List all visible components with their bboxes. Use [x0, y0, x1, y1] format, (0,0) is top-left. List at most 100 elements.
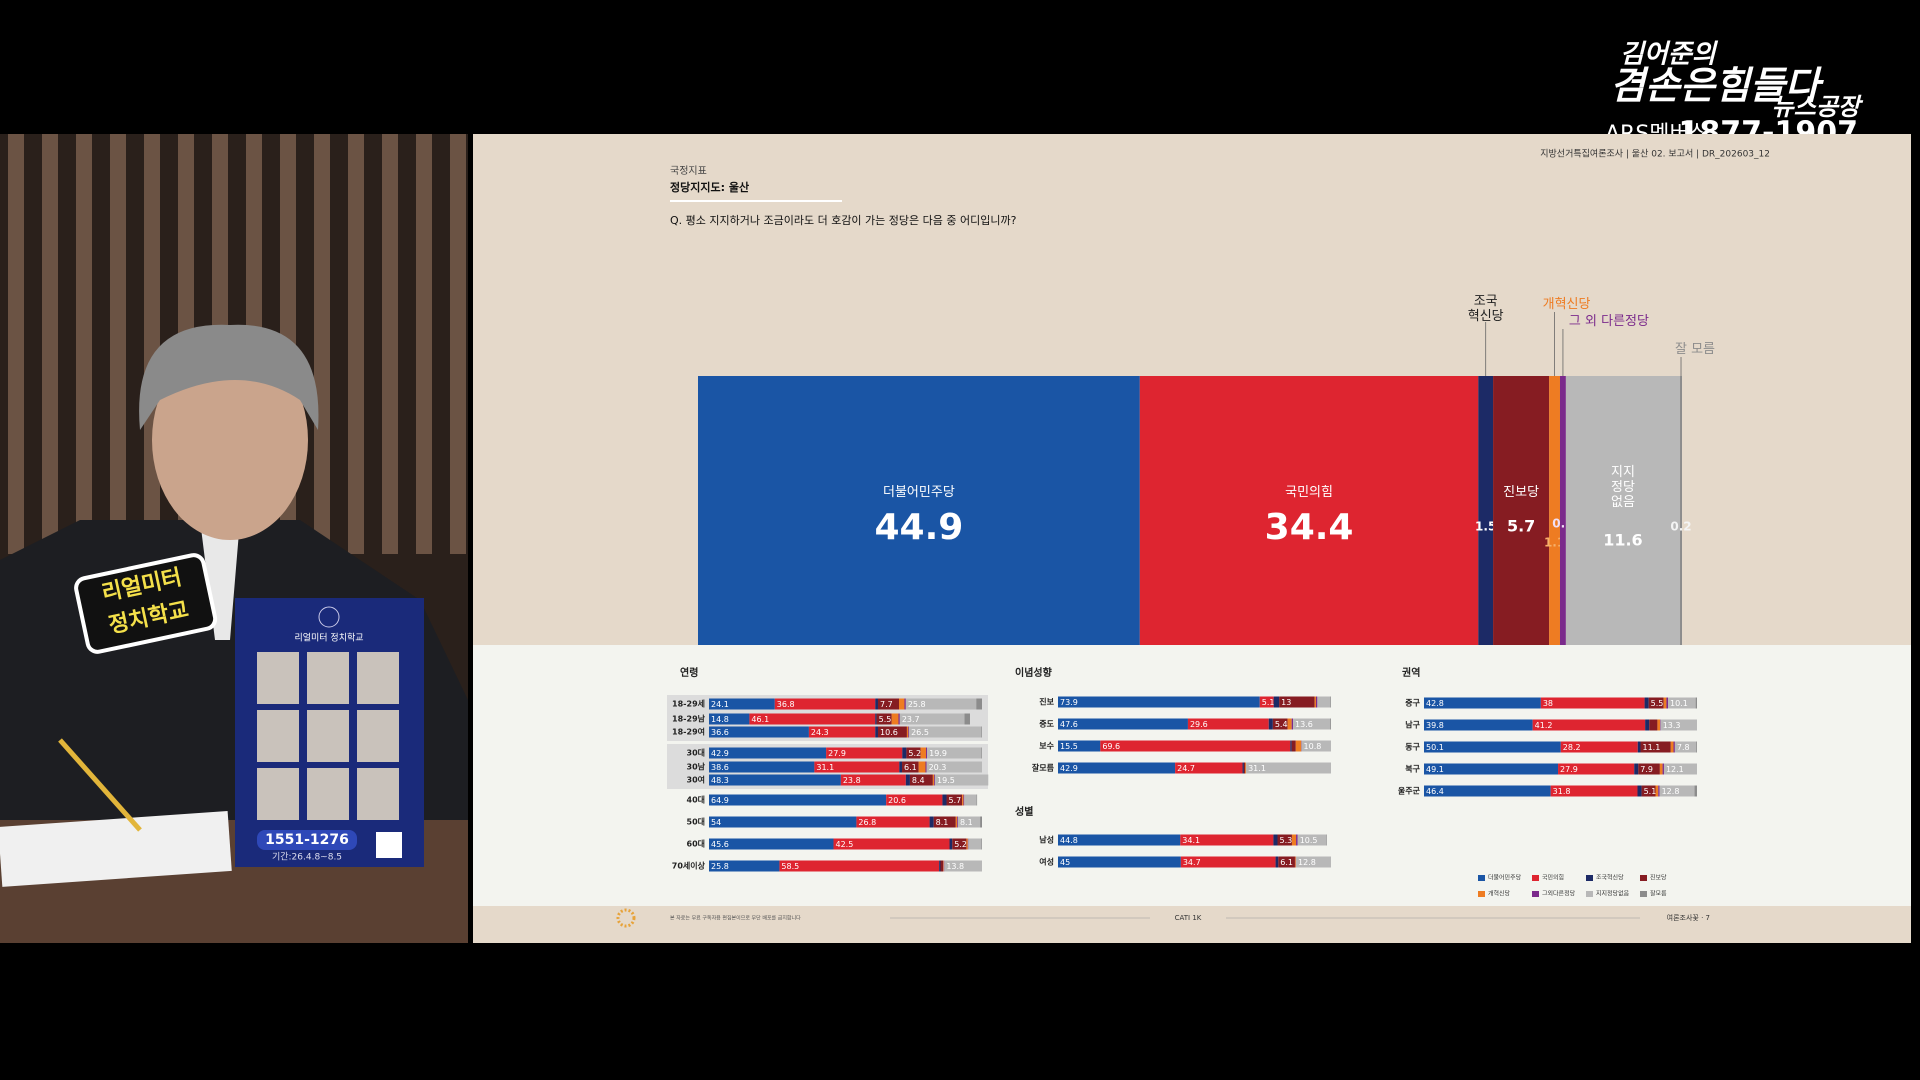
bar-segment — [1478, 376, 1494, 645]
bar-segment — [1662, 763, 1664, 775]
row-label: 18-29여 — [672, 727, 705, 737]
bar-segment — [1295, 740, 1302, 752]
segment-value: 44.8 — [1060, 836, 1078, 845]
bar-segment — [1287, 718, 1292, 730]
segment-value: 58.5 — [781, 862, 799, 871]
segment-value: 36.8 — [777, 700, 795, 709]
legend-label: 지지정당없음 — [1596, 890, 1630, 898]
segment-value: 8.1 — [936, 818, 949, 827]
bar-segment — [1326, 834, 1327, 846]
photo — [307, 710, 349, 762]
bar-segment — [909, 726, 982, 738]
bar-segment — [1294, 856, 1296, 868]
row-label: 18-29남 — [672, 714, 706, 724]
segment-value: 48.3 — [711, 776, 729, 785]
card-title: 리얼미터 정치학교 — [294, 632, 363, 644]
bar-segment — [1424, 785, 1551, 797]
bar-segment — [875, 713, 877, 725]
bar-segment — [1637, 741, 1641, 753]
bar-segment — [1670, 741, 1674, 753]
legend-label: 진보당 — [1650, 874, 1667, 882]
bar-segment — [1058, 856, 1181, 868]
bar-segment — [1549, 376, 1560, 645]
bar-segment — [1424, 697, 1541, 709]
panel-title: 성별 — [1015, 805, 1033, 818]
bar-segment — [927, 747, 982, 759]
bar-segment — [876, 713, 892, 725]
bar-segment — [1058, 696, 1260, 708]
bar-segment — [952, 838, 967, 850]
bar-segment — [709, 713, 750, 725]
segment-value: 10.6 — [880, 728, 898, 737]
bar-segment — [1638, 763, 1660, 775]
row-label: 동구 — [1405, 743, 1420, 752]
segment-value: 38 — [1543, 699, 1553, 708]
legend-swatch — [1478, 875, 1485, 881]
bar-segment — [906, 747, 921, 759]
segment-value: 34.4 — [1265, 507, 1354, 548]
bar-segment — [957, 816, 981, 828]
row-label: 중도 — [1039, 720, 1054, 729]
legend-label: 국민의힘 — [1542, 874, 1564, 882]
bar-segment — [1696, 741, 1697, 753]
row-label: 남구 — [1405, 720, 1420, 730]
bar-segment — [1565, 376, 1681, 645]
bar-segment — [929, 816, 934, 828]
bar-segment — [840, 774, 906, 786]
row-label: 여성 — [1039, 857, 1054, 867]
segment-value: 64.9 — [711, 796, 729, 805]
bar-segment — [709, 860, 780, 872]
hair — [139, 324, 319, 430]
bar-segment — [1659, 785, 1695, 797]
segment-value: 5.2 — [908, 749, 921, 758]
row-label: 50대 — [687, 817, 706, 827]
row-label: 30여 — [687, 775, 706, 785]
bar-segment — [976, 698, 982, 710]
footer-icon — [616, 908, 636, 928]
segment-value: 31.1 — [816, 763, 834, 772]
segment-value: 46.1 — [751, 715, 769, 724]
segment-value: 14.8 — [711, 715, 729, 724]
bar-segment — [1317, 696, 1331, 708]
segment-value: 5.5 — [1651, 699, 1664, 708]
row-label: 60대 — [687, 839, 706, 849]
bar-segment — [905, 698, 977, 710]
bar-segment — [1424, 741, 1561, 753]
bar-segment — [1649, 719, 1658, 731]
bar-segment — [904, 698, 906, 710]
bar-segment — [980, 816, 982, 828]
bar-segment — [981, 838, 982, 850]
row-label: 30남 — [687, 762, 706, 772]
sticker: 리얼미터 정치학교 — [74, 553, 218, 654]
segment-value: 41.2 — [1535, 721, 1553, 730]
bar-segment — [942, 794, 947, 806]
row-label: 18-29세 — [672, 699, 705, 709]
bar-segment — [1657, 719, 1661, 731]
bar-segment — [1666, 697, 1669, 709]
bar-segment — [709, 698, 775, 710]
card-emblem — [318, 606, 340, 628]
segment-value: 5.3 — [1279, 836, 1292, 845]
bar-segment — [926, 747, 928, 759]
bar-segment — [943, 860, 945, 872]
segment-value: 26.5 — [911, 728, 929, 737]
bar-segment — [709, 794, 887, 806]
segment-value: 25.8 — [711, 862, 729, 871]
bar-segment — [962, 794, 964, 806]
slat — [416, 134, 432, 554]
segment-value: 12.8 — [1662, 787, 1680, 796]
bar-segment — [902, 747, 907, 759]
bar-segment — [1259, 696, 1274, 708]
segment-value: 7.7 — [880, 700, 893, 709]
bar-segment — [1175, 762, 1243, 774]
bar-segment — [709, 774, 841, 786]
bar-segment — [908, 726, 910, 738]
bar-segment — [1540, 697, 1645, 709]
legend-swatch — [1586, 891, 1593, 897]
bar-segment — [1694, 785, 1697, 797]
bar-segment — [1296, 856, 1331, 868]
segment-value: 27.9 — [1560, 765, 1578, 774]
bar-segment — [1058, 762, 1176, 774]
slat — [382, 134, 398, 554]
